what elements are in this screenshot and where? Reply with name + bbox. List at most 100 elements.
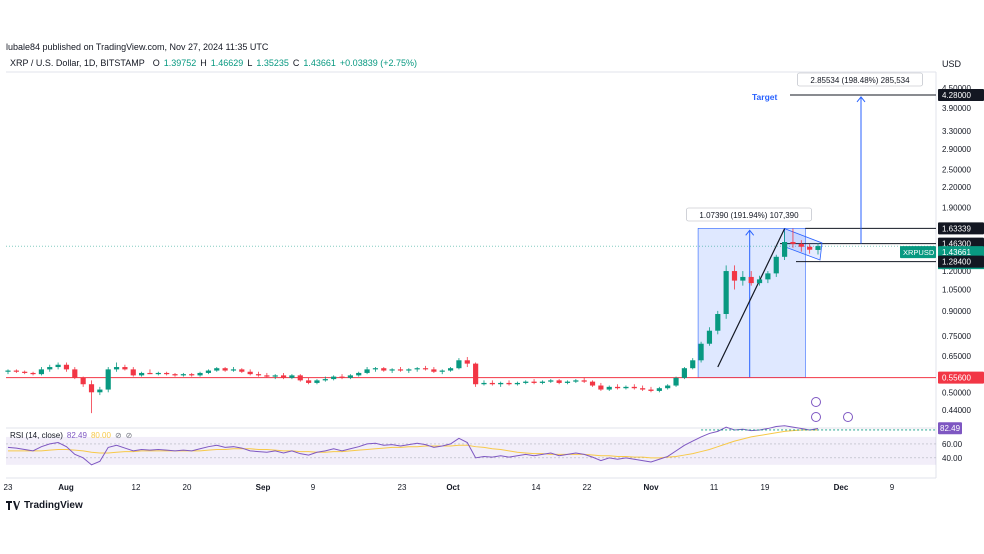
y-axis-tick-label: 0.50000 — [942, 388, 971, 397]
x-axis-tick-label: 22 — [583, 483, 592, 492]
candle-body — [648, 389, 654, 391]
y-axis-tick-label: 2.50000 — [942, 165, 971, 174]
candle-body — [38, 369, 44, 375]
y-axis-tick-label: 0.75000 — [942, 332, 971, 341]
x-axis-tick-label: 19 — [761, 483, 770, 492]
candle-body — [164, 372, 170, 375]
event-marker-icon — [811, 397, 821, 407]
candle-body — [88, 384, 95, 393]
candle-body — [473, 363, 479, 385]
candle-body — [230, 369, 237, 371]
candle-body — [723, 271, 729, 315]
candle-body — [147, 372, 153, 375]
candle-body — [447, 368, 454, 371]
y-axis-tick-label: 2.20000 — [942, 183, 971, 192]
rsi-last-box — [938, 422, 962, 435]
price-label: 1.28400 — [942, 258, 971, 267]
open-value: 1.39752 — [163, 58, 197, 68]
us-flag-icon — [843, 412, 853, 422]
x-axis-tick-label: 9 — [890, 483, 895, 492]
candle-body — [640, 388, 646, 390]
y-axis-tick-label: 1.20000 — [942, 267, 971, 276]
candle-body — [548, 380, 554, 382]
candle-body — [756, 279, 763, 284]
candle-body — [731, 271, 738, 281]
candle-body — [531, 381, 537, 383]
target-label: Target — [752, 92, 778, 102]
x-axis-tick-label: 23 — [4, 483, 13, 492]
candle-body — [180, 374, 186, 376]
candle-body — [656, 388, 662, 391]
candle-body — [80, 377, 86, 385]
symbol-title[interactable]: XRP / U.S. Dollar, 1D, BITSTAMP — [10, 58, 145, 68]
tradingview-logo-icon — [6, 501, 20, 510]
candle-body — [765, 273, 771, 280]
candle-body — [715, 314, 721, 331]
high-value: 1.46629 — [210, 58, 244, 68]
candle-body — [481, 382, 487, 385]
candle-body — [389, 369, 395, 371]
open-label: O — [152, 58, 160, 68]
candle-body — [381, 368, 387, 371]
candle-body — [748, 276, 754, 284]
candle-body — [113, 367, 120, 370]
x-axis-tick-label: 9 — [311, 483, 316, 492]
candle-body — [706, 330, 713, 344]
candle-body — [397, 369, 404, 371]
candle-body — [356, 372, 362, 376]
price-label-box — [938, 222, 984, 235]
candle-body — [306, 380, 312, 383]
currency-label[interactable]: USD — [942, 59, 962, 69]
brand-name: TradingView — [24, 500, 83, 511]
candle-body — [139, 372, 145, 376]
low-label: L — [247, 58, 253, 68]
x-axis-tick-label: 11 — [710, 483, 719, 492]
y-axis-tick-label: 0.90000 — [942, 307, 971, 316]
candle-body — [422, 368, 429, 370]
y-axis-tick-label: 0.44000 — [942, 406, 971, 415]
low-value: 1.35235 — [256, 58, 289, 68]
publisher-info: lubale84 published on TradingView.com, N… — [6, 42, 269, 52]
candle-body — [30, 372, 36, 375]
candle-body — [314, 380, 320, 383]
candle-body — [189, 374, 195, 376]
price-label: 1.63339 — [942, 224, 971, 233]
eye-icon[interactable]: ⊘ — [114, 431, 122, 440]
candle-body — [105, 369, 111, 390]
candle-body — [13, 370, 19, 372]
candle-body — [623, 386, 629, 389]
rsi-last-label: 82.49 — [940, 424, 961, 433]
candle-body — [72, 369, 78, 378]
price-label: 0.55600 — [942, 374, 971, 383]
symbol-legend: XRP / U.S. Dollar, 1D, BITSTAMP O 1.39752… — [10, 58, 417, 68]
price-label: 1.43661 — [942, 248, 971, 257]
rsi-name[interactable]: RSI (14, close) — [10, 431, 63, 440]
y-axis-tick-label: 3.30000 — [942, 127, 971, 136]
eye-icon[interactable]: ⊘ — [125, 431, 133, 440]
us-flag-icon — [811, 412, 821, 422]
candle-body — [197, 372, 203, 376]
x-axis-tick-label: Oct — [446, 483, 460, 492]
candle-body — [740, 276, 746, 281]
rsi-legend: RSI (14, close) 82.49 80.00 ⊘ ⊘ — [10, 431, 132, 440]
candle-body — [55, 364, 61, 368]
candle-body — [564, 381, 571, 383]
candle-body — [773, 256, 779, 274]
candle-body — [214, 368, 220, 371]
rsi-ma-value: 80.00 — [90, 431, 111, 440]
price-label-box — [938, 88, 984, 101]
candle-body — [581, 380, 587, 382]
symbol-tag-box — [900, 246, 936, 259]
tradingview-logo[interactable]: TradingView — [6, 500, 83, 511]
candle-body — [406, 369, 412, 371]
candle-body — [22, 371, 28, 373]
y-axis-tick-label: 1.05000 — [942, 286, 971, 295]
x-axis-tick-label: 12 — [132, 483, 141, 492]
rally-measure-label: 1.07390 (191.94%) 107,390 — [699, 211, 799, 220]
candle-body — [681, 368, 687, 378]
candle-body — [272, 375, 278, 377]
rsi-axis-tick: 60.00 — [942, 440, 963, 449]
candle-body — [807, 246, 813, 250]
candle-body — [280, 375, 287, 378]
